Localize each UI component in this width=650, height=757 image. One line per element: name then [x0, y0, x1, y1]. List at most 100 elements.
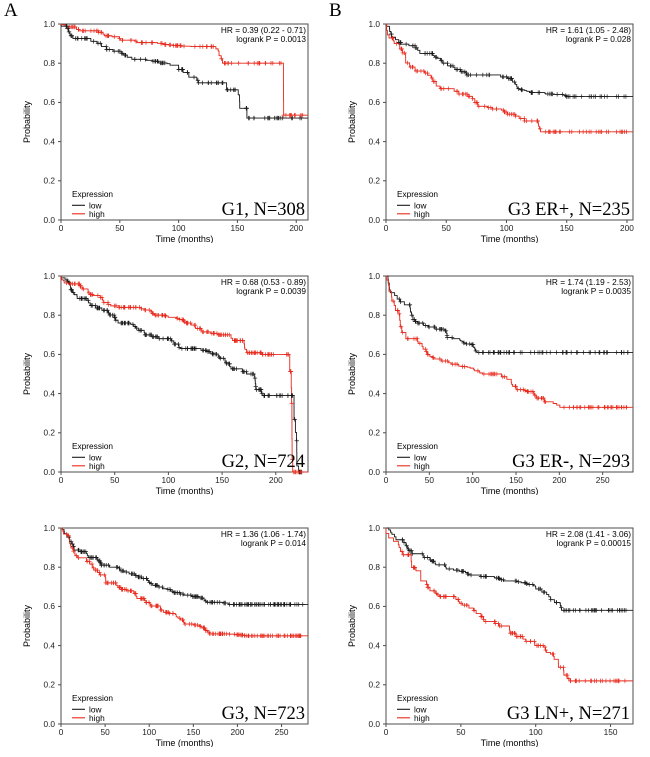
svg-text:Probability: Probability	[347, 604, 357, 647]
svg-text:100: 100	[500, 223, 514, 233]
svg-text:150: 150	[604, 727, 618, 737]
svg-text:100: 100	[172, 223, 186, 233]
svg-text:0.2: 0.2	[368, 680, 380, 690]
svg-text:Time (months): Time (months)	[481, 738, 539, 747]
svg-text:high: high	[89, 209, 105, 219]
svg-text:Expression: Expression	[72, 189, 113, 199]
svg-text:0: 0	[59, 223, 64, 233]
svg-text:0.4: 0.4	[368, 388, 380, 398]
svg-text:0: 0	[384, 475, 389, 485]
svg-text:100: 100	[529, 727, 543, 737]
svg-text:0.4: 0.4	[368, 640, 380, 650]
svg-text:150: 150	[560, 223, 574, 233]
svg-text:200: 200	[269, 475, 283, 485]
svg-text:high: high	[89, 461, 105, 471]
svg-text:0.6: 0.6	[368, 97, 380, 107]
svg-text:0.6: 0.6	[368, 601, 380, 611]
svg-text:0.2: 0.2	[368, 176, 380, 186]
svg-text:200: 200	[620, 223, 634, 233]
svg-text:250: 250	[596, 475, 610, 485]
svg-text:150: 150	[186, 727, 200, 737]
svg-text:Expression: Expression	[72, 441, 113, 451]
svg-text:100: 100	[142, 727, 156, 737]
svg-text:Probability: Probability	[347, 100, 357, 143]
svg-text:G3 LN+, N=271: G3 LN+, N=271	[507, 704, 630, 724]
svg-text:50: 50	[456, 727, 466, 737]
svg-text:250: 250	[275, 727, 289, 737]
svg-text:0.8: 0.8	[43, 562, 55, 572]
svg-text:logrank P = 0.0035: logrank P = 0.0035	[561, 286, 631, 296]
svg-text:0.6: 0.6	[43, 349, 55, 359]
svg-text:0.2: 0.2	[43, 428, 55, 438]
svg-text:logrank P = 0.0039: logrank P = 0.0039	[236, 286, 306, 296]
svg-text:0: 0	[59, 475, 64, 485]
svg-text:0: 0	[59, 727, 64, 737]
svg-text:1.0: 1.0	[43, 19, 55, 29]
svg-text:0.8: 0.8	[368, 310, 380, 320]
svg-text:0.4: 0.4	[43, 640, 55, 650]
svg-text:150: 150	[509, 475, 523, 485]
svg-text:0.0: 0.0	[43, 719, 55, 729]
svg-text:0.2: 0.2	[43, 176, 55, 186]
svg-text:high: high	[89, 713, 105, 723]
svg-text:Time (months): Time (months)	[156, 234, 214, 243]
svg-text:150: 150	[231, 223, 245, 233]
svg-text:0.0: 0.0	[368, 215, 380, 225]
svg-text:0.6: 0.6	[368, 349, 380, 359]
svg-text:0.4: 0.4	[368, 136, 380, 146]
svg-text:high: high	[414, 713, 430, 723]
svg-text:0.0: 0.0	[43, 215, 55, 225]
svg-text:0.0: 0.0	[368, 467, 380, 477]
svg-text:150: 150	[215, 475, 229, 485]
svg-text:Time (months): Time (months)	[481, 486, 539, 495]
svg-text:0.0: 0.0	[43, 467, 55, 477]
svg-text:0.8: 0.8	[368, 562, 380, 572]
svg-text:50: 50	[425, 475, 435, 485]
svg-text:1.0: 1.0	[368, 523, 380, 533]
svg-text:Time (months): Time (months)	[481, 234, 539, 243]
svg-text:100: 100	[161, 475, 175, 485]
svg-text:200: 200	[231, 727, 245, 737]
svg-text:G2, N=724: G2, N=724	[222, 452, 305, 472]
svg-text:logrank P = 0.0013: logrank P = 0.0013	[236, 34, 306, 44]
svg-text:G1, N=308: G1, N=308	[222, 200, 305, 220]
svg-text:1.0: 1.0	[43, 523, 55, 533]
svg-text:50: 50	[115, 223, 125, 233]
svg-text:Probability: Probability	[22, 100, 32, 143]
svg-text:Probability: Probability	[347, 352, 357, 395]
svg-text:200: 200	[552, 475, 566, 485]
svg-text:logrank P = 0.014: logrank P = 0.014	[241, 538, 307, 548]
svg-text:G3 ER+, N=235: G3 ER+, N=235	[508, 200, 630, 220]
svg-text:200: 200	[289, 223, 303, 233]
svg-text:logrank P = 0.028: logrank P = 0.028	[566, 34, 632, 44]
svg-text:50: 50	[100, 727, 110, 737]
svg-text:0.4: 0.4	[43, 388, 55, 398]
svg-text:1.0: 1.0	[368, 19, 380, 29]
svg-text:Expression: Expression	[397, 189, 438, 199]
svg-text:G3 ER-, N=293: G3 ER-, N=293	[512, 452, 630, 472]
svg-text:0.8: 0.8	[43, 58, 55, 68]
svg-text:high: high	[414, 209, 430, 219]
svg-text:0.4: 0.4	[43, 136, 55, 146]
svg-text:Probability: Probability	[22, 604, 32, 647]
svg-text:50: 50	[442, 223, 452, 233]
svg-text:Time (months): Time (months)	[156, 486, 214, 495]
svg-text:0.2: 0.2	[368, 428, 380, 438]
svg-text:logrank P = 0.00015: logrank P = 0.00015	[557, 538, 632, 548]
svg-text:0: 0	[384, 727, 389, 737]
svg-text:0.6: 0.6	[43, 601, 55, 611]
svg-text:0.0: 0.0	[368, 719, 380, 729]
svg-text:high: high	[414, 461, 430, 471]
svg-text:Expression: Expression	[72, 693, 113, 703]
svg-text:Probability: Probability	[22, 352, 32, 395]
svg-text:0.6: 0.6	[43, 97, 55, 107]
svg-text:Expression: Expression	[397, 693, 438, 703]
svg-text:Time (months): Time (months)	[156, 738, 214, 747]
svg-text:0.8: 0.8	[43, 310, 55, 320]
svg-text:1.0: 1.0	[368, 271, 380, 281]
svg-text:1.0: 1.0	[43, 271, 55, 281]
svg-text:100: 100	[466, 475, 480, 485]
svg-text:0: 0	[384, 223, 389, 233]
svg-text:50: 50	[110, 475, 120, 485]
svg-text:Expression: Expression	[397, 441, 438, 451]
